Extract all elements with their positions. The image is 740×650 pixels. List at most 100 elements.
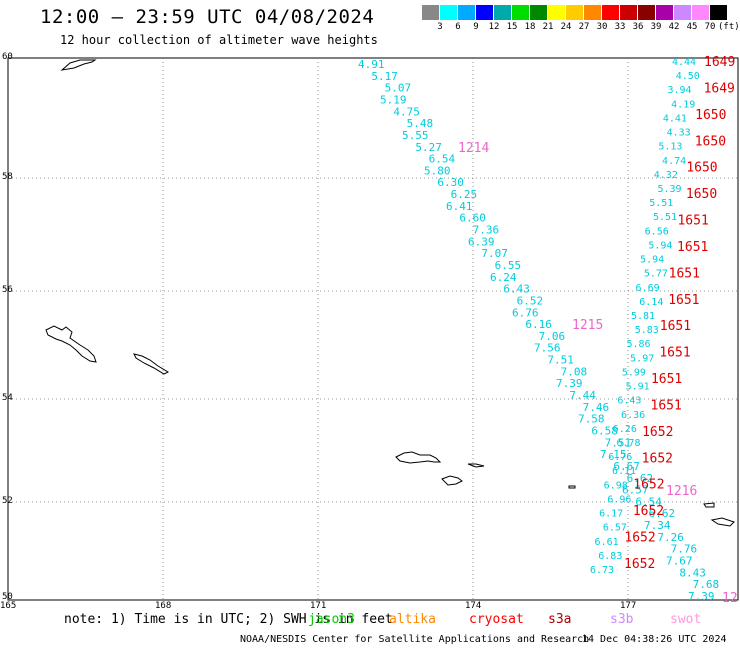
wave-height-label: 6.55 (495, 259, 521, 272)
scale-swatch (584, 5, 601, 20)
generated-timestamp: 14 Dec 04:38:26 UTC 2024 (582, 634, 727, 645)
scale-swatch (530, 5, 547, 20)
wave-height-label: 6.62 (627, 472, 654, 485)
wave-height-label: 6.16 (525, 318, 552, 331)
wave-height-label: 6.60 (459, 212, 486, 225)
lon-label-174: 174 (465, 601, 482, 611)
pass-time-label: 1649 (704, 55, 735, 70)
island-east-c (710, 517, 735, 527)
wave-height-label: 5.51 (649, 198, 673, 209)
wave-height-label: 5.27 (415, 141, 442, 154)
wave-height-color-scale: 3 6 9 12 15 18 21 24 27 30 33 36 39 42 45 70 (ft) (422, 5, 740, 35)
wave-height-label: 7.46 (583, 401, 610, 414)
wave-height-label: 6.57 (603, 523, 627, 534)
map-title: 12:00 — 23:59 UTC 04/08/2024 (40, 6, 375, 28)
wave-height-label: 5.19 (380, 93, 407, 106)
pass-time-label: 1652 (633, 504, 664, 519)
island-east-a (568, 485, 576, 489)
wave-height-label: 7.34 (644, 519, 671, 532)
wave-height-label: 7.36 (473, 224, 500, 237)
commander-island-small (133, 353, 170, 375)
wave-height-label: 6.36 (621, 410, 645, 421)
scale-label: 18 (524, 22, 536, 32)
swot-time-labels: 1214 1215 1216 12 (458, 141, 738, 606)
wave-height-label: 5.99 (622, 367, 646, 378)
legend-cryosat: cryosat (469, 612, 524, 627)
scale-swatch (710, 5, 727, 20)
note-text: note: 1) Time is in UTC; 2) SWH is in fe… (64, 612, 393, 627)
wave-height-label: 5.13 (658, 142, 682, 153)
pass-time-label: 12 (722, 591, 738, 606)
pass-time-label: 1652 (642, 425, 673, 440)
wave-height-label: 6.26 (613, 424, 637, 435)
wave-height-label: 7.39 (556, 377, 583, 390)
wave-height-label: 7.26 (657, 531, 684, 544)
lat-label-50: 50 (2, 592, 13, 602)
wave-height-label: 6.43 (617, 396, 641, 407)
wave-height-label: 6.25 (451, 188, 478, 201)
cryosat-time-labels: 1649 1649 1650 1650 1650 1650 1651 1651 1651 1651… (624, 55, 735, 572)
scale-label: 33 (614, 22, 626, 32)
mainland-coast (60, 59, 97, 71)
scale-swatch (512, 5, 529, 20)
rat-islands (441, 475, 463, 486)
scale-label: 24 (560, 22, 572, 32)
scale-swatch (638, 5, 655, 20)
wave-height-label: 5.81 (631, 311, 655, 322)
scale-swatch (674, 5, 691, 20)
scale-label: 9 (473, 22, 479, 32)
scale-swatch (458, 5, 475, 20)
scale-swatch (494, 5, 511, 20)
pass-time-label: 1651 (668, 293, 699, 308)
scale-label: 27 (578, 22, 590, 32)
pass-time-label: 1651 (660, 319, 691, 334)
wave-height-label: 7.51 (547, 354, 574, 367)
wave-height-label: 5.86 (626, 339, 650, 350)
pass-time-label: 1650 (695, 134, 726, 149)
scale-label: 45 (686, 22, 698, 32)
legend-s3a: s3a (548, 612, 572, 627)
scale-label: 6 (455, 22, 461, 32)
wave-height-label: 7.56 (534, 342, 561, 355)
legend-jason3: jason3 (308, 612, 355, 627)
scale-label: 3 (437, 22, 443, 32)
wave-height-label: 7.39 (688, 590, 715, 603)
island-east-b (703, 502, 715, 508)
scale-label: 70 (704, 22, 716, 32)
commander-island-large (45, 325, 97, 363)
pass-time-label: 1650 (695, 108, 726, 123)
wave-height-label: 6.52 (517, 294, 544, 307)
jason3-track-b: 4.44 4.50 3.94 4.19 4.41 4.33 5.13 4.74 4.32 5.39… (590, 57, 700, 576)
near-islands-attu (395, 451, 442, 464)
coastlines (45, 59, 735, 527)
lon-label-168: 168 (155, 601, 172, 611)
wave-height-label: 4.41 (663, 113, 687, 124)
wave-height-label: 7.44 (569, 389, 596, 402)
pass-time-label: 1215 (572, 318, 603, 333)
scale-swatch (422, 5, 439, 20)
wave-height-label: 5.17 (371, 70, 398, 83)
wave-height-label: 6.30 (437, 176, 464, 189)
lat-label-52: 52 (2, 496, 13, 506)
scale-swatch (566, 5, 583, 20)
pass-time-label: 1650 (686, 187, 717, 202)
pass-time-label: 1651 (677, 240, 708, 255)
pass-time-label: 1649 (704, 81, 735, 96)
graticule (8, 58, 738, 600)
wave-height-label: 4.19 (671, 99, 695, 110)
scale-swatch (602, 5, 619, 20)
pass-time-label: 1216 (666, 484, 697, 499)
pass-time-label: 1651 (651, 398, 682, 413)
wave-height-label: 6.76 (608, 452, 632, 463)
wave-height-label: 6.43 (503, 283, 530, 296)
credit-text: NOAA/NESDIS Center for Satellite Applica… (240, 634, 590, 645)
lat-label-60: 60 (2, 52, 13, 62)
scale-swatch (440, 5, 457, 20)
wave-height-label: 7.08 (561, 365, 588, 378)
legend-altika: altika (389, 612, 436, 627)
wave-height-label: 4.74 (662, 156, 686, 167)
pass-time-label: 1652 (624, 531, 655, 546)
wave-height-label: 7.68 (693, 578, 720, 591)
wave-height-label: 6.96 (607, 494, 631, 505)
pass-time-label: 1651 (677, 214, 708, 229)
